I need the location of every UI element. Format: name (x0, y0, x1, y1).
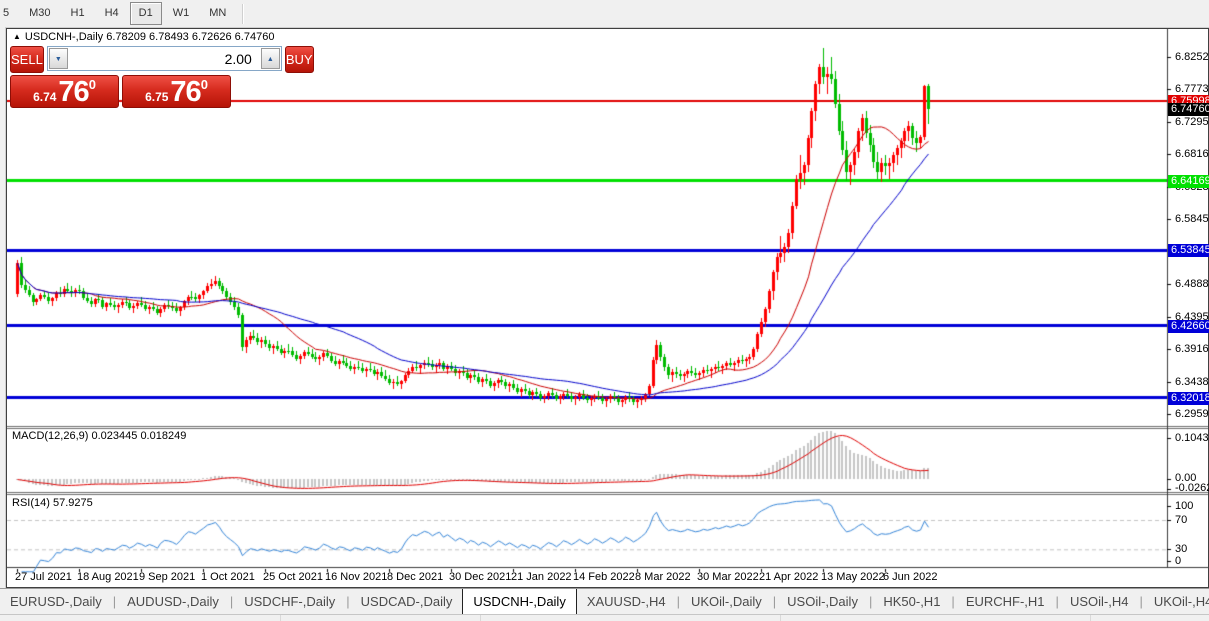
date-axis-label: 1 Oct 2021 (201, 571, 255, 583)
sell-price-small: 6.74 (33, 90, 57, 104)
date-axis-label: 6 Jun 2022 (883, 571, 938, 583)
macd-main-value: 0.023445 (91, 430, 138, 442)
sell-price-sup: 0 (88, 77, 96, 92)
volume-input[interactable] (68, 47, 260, 70)
symbol-tab-usdcad-daily[interactable]: USDCAD-,Daily (360, 593, 453, 609)
toolbar-separator (242, 3, 245, 24)
symbol-tab-hk50-h1[interactable]: HK50-,H1 (883, 593, 941, 609)
rsi-axis-label: 70 (1175, 514, 1188, 526)
symbol-tab-usoil-daily[interactable]: USOil-,Daily (787, 593, 858, 609)
buy-price-big: 76 (170, 76, 201, 108)
buy-price-sup: 0 (200, 77, 208, 92)
rsi-axis-label: 100 (1175, 500, 1194, 512)
chart-overlay: ▲ USDCNH-,Daily 6.78209 6.78493 6.72626 6… (7, 29, 1209, 587)
price-axis-label: 6.68165 (1175, 148, 1209, 160)
symbol-tab-usoil-h4[interactable]: USOil-,H4 (1069, 593, 1129, 609)
price-axis-label: 6.77735 (1175, 83, 1209, 95)
tab-separator: | (346, 594, 350, 609)
symbol-tab-ukoil-h4[interactable]: UKOil-,H4 (1153, 593, 1209, 609)
sell-price-button[interactable]: 6.74 76 0 (10, 75, 119, 108)
date-axis-label: 8 Mar 2022 (635, 571, 691, 583)
macd-axis-label: 0.00 (1175, 472, 1197, 484)
rsi-axis-label: 30 (1175, 543, 1188, 555)
buy-price-small: 6.75 (145, 90, 169, 104)
sell-button[interactable]: SELL (10, 46, 44, 73)
tab-separator: | (951, 594, 955, 609)
timeframe-button-5[interactable]: 5 (3, 7, 10, 19)
macd-axis-label: -0.026249 (1175, 482, 1209, 494)
timeframe-button-mn[interactable]: MN (209, 7, 227, 19)
date-axis-label: 18 Aug 2021 (77, 571, 139, 583)
date-axis-label: 13 May 2022 (821, 571, 885, 583)
date-axis-label: 8 Dec 2021 (387, 571, 444, 583)
symbol-tab-usdcnh-daily[interactable]: USDCNH-,Daily (462, 588, 577, 614)
symbol-tab-usdchf-daily[interactable]: USDCHF-,Daily (244, 593, 336, 609)
price-axis-label: 6.48880 (1175, 278, 1209, 290)
rsi-value: 57.9275 (52, 497, 93, 509)
price-axis-label: 6.34380 (1175, 376, 1209, 388)
macd-axis-label: 0.104313 (1175, 432, 1209, 444)
symbol-tab-bar: EURUSD-,Daily | AUDUSD-,Daily | USDCHF-,Dail… (0, 588, 1209, 614)
collapse-quotes-icon[interactable]: ▲ (13, 32, 21, 41)
tab-separator: | (772, 594, 777, 609)
rsi-label: RSI(14) 57.9275 (12, 497, 93, 509)
price-axis-label: 6.39165 (1175, 343, 1209, 355)
volume-stepper: ▼ ▲ (46, 46, 282, 71)
price-chart-canvas[interactable] (7, 29, 1208, 587)
date-axis-label: 30 Mar 2022 (697, 571, 759, 583)
date-axis-label: 14 Feb 2022 (573, 571, 635, 583)
rsi-axis-label: 0 (1175, 555, 1182, 567)
price-line-badge: 6.64169 (1168, 175, 1209, 188)
price-line-badge: 6.42660 (1168, 320, 1209, 333)
price-axis-label: 6.82520 (1175, 51, 1209, 63)
macd-label: MACD(12,26,9) 0.023445 0.018249 (12, 430, 187, 442)
price-axis-label: 6.29595 (1175, 408, 1209, 420)
tab-separator: | (112, 594, 117, 609)
timeframe-button-h1[interactable]: H1 (70, 7, 85, 19)
timeframe-toolbar: 5 M30 H1 H4 D1 W1 MN (0, 0, 1209, 27)
date-axis-label: 25 Oct 2021 (263, 571, 323, 583)
tab-separator: | (676, 594, 680, 609)
volume-decrease-button[interactable]: ▼ (48, 48, 68, 69)
symbol-tab-ukoil-daily[interactable]: UKOil-,Daily (690, 593, 762, 609)
sell-price-big: 76 (58, 76, 89, 108)
timeframe-button-m30[interactable]: M30 (29, 7, 51, 19)
buy-price-button[interactable]: 6.75 76 0 (122, 75, 231, 108)
date-axis-label: 21 Apr 2022 (759, 571, 819, 583)
symbol-tab-eurchf-h1[interactable]: EURCHF-,H1 (965, 593, 1045, 609)
macd-signal-value: 0.018249 (140, 430, 187, 442)
date-axis-label: 27 Jul 2021 (15, 571, 72, 583)
tab-separator: | (1139, 594, 1143, 609)
chart-symbol-label: USDCNH-,Daily (24, 31, 104, 43)
symbol-tab-audusd-daily[interactable]: AUDUSD-,Daily (127, 593, 219, 609)
chart-title: ▲ USDCNH-,Daily 6.78209 6.78493 6.72626 6… (13, 31, 274, 43)
volume-increase-button[interactable]: ▲ (260, 48, 280, 69)
buy-button[interactable]: BUY (284, 46, 314, 73)
date-axis-label: 21 Jan 2022 (511, 571, 572, 583)
price-axis-label: 6.58450 (1175, 213, 1209, 225)
symbol-tab-eurusd-daily[interactable]: EURUSD-,Daily (10, 593, 102, 609)
timeframe-button-h4[interactable]: H4 (104, 7, 119, 19)
date-axis-label: 30 Dec 2021 (449, 571, 512, 583)
window-bottom-edge (0, 614, 1209, 621)
timeframe-button-d1[interactable]: D1 (129, 2, 162, 25)
tab-separator: | (229, 594, 234, 609)
date-axis-label: 9 Sep 2021 (139, 571, 196, 583)
timeframe-button-w1[interactable]: W1 (172, 7, 190, 19)
date-axis-label: 16 Nov 2021 (325, 571, 388, 583)
chart-ohlc-values: 6.78209 6.78493 6.72626 6.74760 (106, 31, 275, 43)
price-line-badge: 6.53845 (1168, 244, 1209, 257)
chart-window: ▲ USDCNH-,Daily 6.78209 6.78493 6.72626 6… (5, 27, 1209, 589)
tab-separator: | (868, 594, 873, 609)
tab-separator: | (1055, 594, 1059, 609)
price-line-badge: 6.32018 (1168, 392, 1209, 405)
symbol-tab-xauusd-h4[interactable]: XAUUSD-,H4 (586, 593, 666, 609)
price-axis-label: 6.72950 (1175, 116, 1209, 128)
current-price-badge: 6.74760 (1168, 103, 1209, 116)
